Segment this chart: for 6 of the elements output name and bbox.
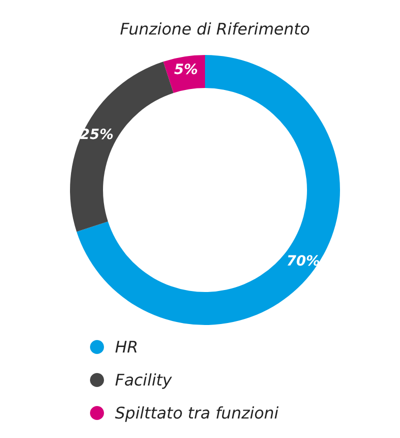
data-label: 5% <box>174 62 198 78</box>
legend-label: Spilttato tra funzioni <box>115 404 280 422</box>
chart-title: Funzione di Riferimento <box>120 20 310 38</box>
data-label: 70% <box>286 253 320 270</box>
legend-label: Facility <box>115 370 172 390</box>
legend-label: HR <box>115 338 138 356</box>
